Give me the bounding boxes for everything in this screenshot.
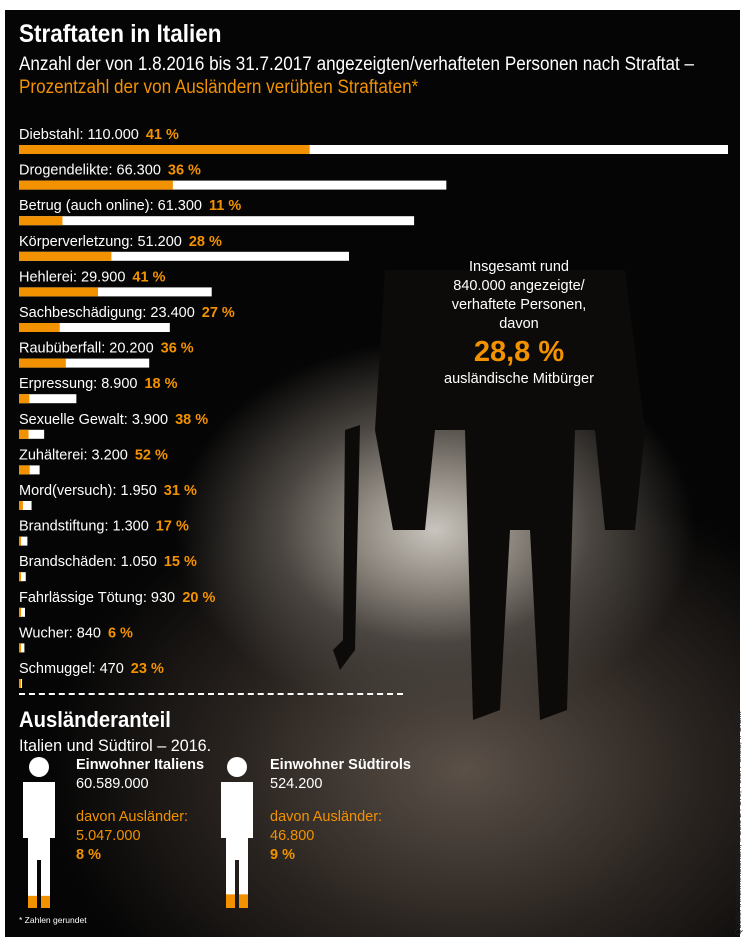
bar-foreign-share <box>19 572 21 582</box>
bar-percent-label: 23 % <box>131 661 164 677</box>
bar-foreign-share <box>19 323 60 332</box>
bar-label: Schmuggel: 470 <box>19 661 124 677</box>
bar-percent-label: 38 % <box>175 412 208 428</box>
bar-label: Hehlerei: 29.900 <box>19 269 125 285</box>
bar-percent-label: 36 % <box>168 163 201 179</box>
bar-label: Wucher: 840 <box>19 625 101 641</box>
total-line-1: Insgesamt rund <box>469 259 569 275</box>
bar-label: Körperverletzung: 51.200 <box>19 234 182 250</box>
bar-percent-label: 6 % <box>108 625 133 641</box>
bar-total <box>19 287 212 297</box>
bar-percent-label: 31 % <box>164 483 197 499</box>
bar-percent-label: 27 % <box>202 305 235 321</box>
bar-percent-label: 41 % <box>146 127 179 143</box>
subtitle-line-1: Anzahl der von 1.8.2016 bis 31.7.2017 an… <box>19 54 694 75</box>
bar-foreign-share <box>19 145 310 154</box>
section-title: Ausländeranteil <box>19 707 171 732</box>
bar-label: Fahrlässige Tötung: 930 <box>19 590 175 606</box>
suedtirol-foreign-label: davon Ausländer: <box>270 809 383 825</box>
suedtirol-foreign-percent: 9 % <box>270 847 295 863</box>
suedtirol-foreign-count: 46.800 <box>270 828 315 844</box>
italy-foreign-share-fill <box>28 895 50 908</box>
bar-percent-label: 41 % <box>132 269 165 285</box>
italy-population: 60.589.000 <box>76 776 149 792</box>
italy-foreign-label: davon Ausländer: <box>76 809 189 825</box>
bar-total <box>19 536 28 546</box>
person-icon-italy <box>23 757 55 908</box>
bar-percent-label: 36 % <box>161 341 194 357</box>
bar-foreign-share <box>19 180 173 190</box>
bar-label: Drogendelikte: 66.300 <box>19 163 161 179</box>
bar-foreign-share <box>19 216 63 226</box>
bar-total <box>19 394 77 404</box>
bar-foreign-share <box>19 643 21 653</box>
bar-foreign-share <box>19 358 66 368</box>
italy-foreign-count: 5.047.000 <box>76 828 141 844</box>
bar-total <box>19 180 447 190</box>
bar-foreign-share <box>19 607 21 617</box>
subtitle-line-2: Prozentzahl der von Ausländern verübten … <box>19 77 419 98</box>
italy-heading: Einwohner Italiens <box>76 757 205 773</box>
bar-label: Mord(versuch): 1.950 <box>19 483 157 499</box>
suedtirol-foreign-share-fill <box>226 894 248 908</box>
total-line-5: ausländische Mitbürger <box>444 371 594 387</box>
bar-foreign-share <box>19 251 112 261</box>
bar-foreign-share <box>19 501 23 510</box>
bar-label: Diebstahl: 110.000 <box>19 127 139 143</box>
source-credit: Quelle: Innenministerium, Il Sole 24 Ore… <box>734 711 743 936</box>
bar-total <box>19 501 32 510</box>
total-percent: 28,8 % <box>473 336 565 368</box>
dashed-divider <box>19 693 403 695</box>
bar-foreign-share <box>19 536 21 546</box>
suedtirol-population: 524.200 <box>270 776 323 792</box>
italy-info: Einwohner Italiens 60.589.000 davon Ausl… <box>76 756 204 865</box>
footnote: * Zahlen gerundet <box>19 915 87 925</box>
bar-label: Sexuelle Gewalt: 3.900 <box>19 412 168 428</box>
total-summary: Insgesamt rund 840.000 angezeigte/ verha… <box>430 258 608 389</box>
bar-label: Zuhälterei: 3.200 <box>19 447 128 463</box>
bar-label: Brandstiftung: 1.300 <box>19 519 149 535</box>
bar-label: Sachbeschädigung: 23.400 <box>19 305 195 321</box>
bar-percent-label: 52 % <box>135 447 168 463</box>
crime-bar-chart: Diebstahl: 110.000 41 % Drogendelikte: 66.… <box>19 127 728 688</box>
bar-foreign-share <box>19 679 21 688</box>
bar-percent-label: 11 % <box>209 198 241 214</box>
bar-foreign-share <box>19 287 99 297</box>
bar-total <box>19 323 170 332</box>
page-title: Straftaten in Italien <box>19 20 222 48</box>
total-line-2: 840.000 angezeigte/ <box>453 278 585 294</box>
bar-label: Raubüberfall: 20.200 <box>19 341 154 357</box>
total-line-4: davon <box>499 316 539 332</box>
italy-foreign-percent: 8 % <box>76 847 101 863</box>
bar-total <box>19 607 25 617</box>
bar-label: Brandschäden: 1.050 <box>19 554 157 570</box>
bar-percent-label: 18 % <box>144 376 177 392</box>
bar-total <box>19 145 728 154</box>
bar-total <box>19 643 25 653</box>
bar-foreign-share <box>19 465 30 475</box>
bar-percent-label: 17 % <box>156 519 189 535</box>
person-icon-suedtirol <box>221 757 253 908</box>
bar-percent-label: 15 % <box>164 554 197 570</box>
bar-total <box>19 251 350 261</box>
bar-percent-label: 20 % <box>182 590 215 606</box>
total-line-3: verhaftete Personen, <box>451 297 587 313</box>
bar-foreign-share <box>19 429 29 439</box>
suedtirol-info: Einwohner Südtirols 524.200 davon Auslän… <box>270 756 411 865</box>
bar-label: Betrug (auch online): 61.300 <box>19 198 202 214</box>
silhouette-figure <box>333 270 645 720</box>
bar-foreign-share <box>19 394 30 404</box>
suedtirol-heading: Einwohner Südtirols <box>270 757 411 773</box>
bar-percent-label: 28 % <box>189 234 222 250</box>
bar-total <box>19 429 45 439</box>
section-subtitle: Italien und Südtirol – 2016. <box>19 736 212 755</box>
bar-total <box>19 572 26 582</box>
bar-total <box>19 358 150 368</box>
bar-total <box>19 216 415 226</box>
infographic: Straftaten in Italien Anzahl der von 1.8… <box>5 10 740 937</box>
bar-label: Erpressung: 8.900 <box>19 376 138 392</box>
